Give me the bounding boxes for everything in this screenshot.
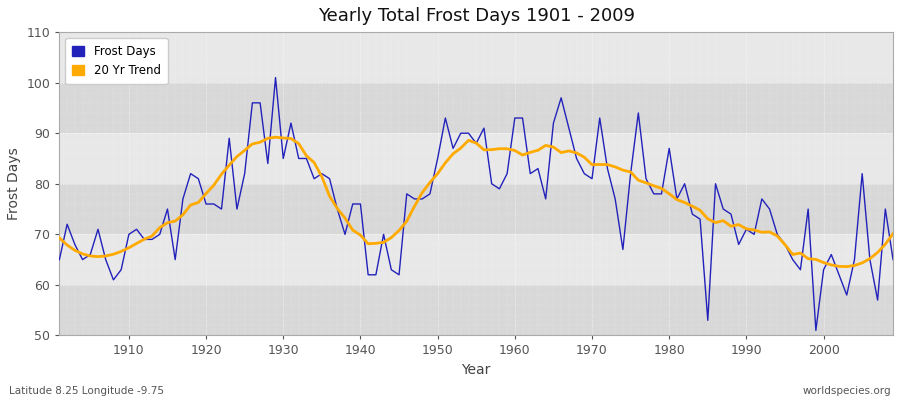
Bar (59, 83, 893, 133)
Title: Yearly Total Frost Days 1901 - 2009: Yearly Total Frost Days 1901 - 2009 (318, 7, 634, 25)
Y-axis label: Frost Days: Frost Days (7, 147, 21, 220)
Bar (59, 184, 893, 234)
Text: Latitude 8.25 Longitude -9.75: Latitude 8.25 Longitude -9.75 (9, 386, 164, 396)
Text: worldspecies.org: worldspecies.org (803, 386, 891, 396)
X-axis label: Year: Year (462, 363, 490, 377)
Legend: Frost Days, 20 Yr Trend: Frost Days, 20 Yr Trend (66, 38, 167, 84)
Bar (59, 285, 893, 336)
